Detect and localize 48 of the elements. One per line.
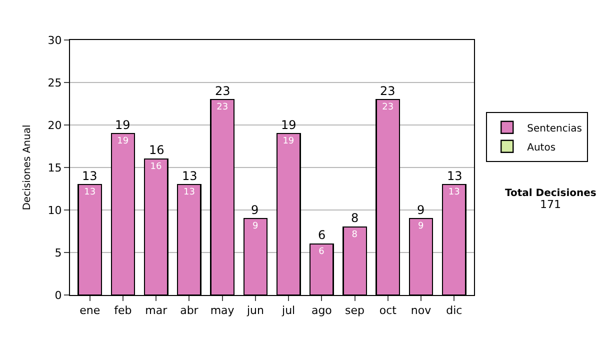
data-label: 8 bbox=[352, 230, 358, 240]
total-label: 13 bbox=[447, 169, 462, 183]
y-tick-label: 10 bbox=[48, 204, 62, 217]
y-tick-label: 0 bbox=[54, 288, 62, 302]
total-label: 23 bbox=[380, 84, 396, 98]
x-tick-label: dic bbox=[446, 304, 462, 318]
x-tick-label: abr bbox=[180, 304, 199, 318]
x-tick-label: mar bbox=[145, 304, 168, 318]
data-label: 13 bbox=[448, 188, 460, 198]
text: Total Decisiones bbox=[505, 188, 596, 199]
x-tick-label: feb bbox=[114, 304, 132, 318]
total-label: 23 bbox=[215, 84, 230, 98]
data-label: 9 bbox=[252, 222, 258, 232]
total-label: 6 bbox=[318, 228, 326, 242]
y-tick-label: 30 bbox=[48, 34, 62, 47]
x-tick-label: jun bbox=[246, 304, 264, 318]
data-label: 13 bbox=[183, 188, 195, 198]
text: 171 bbox=[540, 198, 561, 211]
data-label: 23 bbox=[216, 102, 228, 112]
total-label: 19 bbox=[115, 118, 130, 132]
data-label: 9 bbox=[418, 222, 424, 232]
y-tick-label: 20 bbox=[48, 118, 62, 132]
data-label: 19 bbox=[117, 136, 129, 146]
x-tick-label: jul bbox=[281, 304, 296, 318]
x-tick-label: oct bbox=[379, 304, 398, 318]
total-label: 16 bbox=[149, 143, 164, 157]
y-axis-title: Decisiones Anual bbox=[22, 124, 33, 210]
total-label: 8 bbox=[351, 211, 359, 225]
total-label: 9 bbox=[417, 203, 425, 217]
legend-label: Autos bbox=[527, 142, 556, 154]
legend-label: Sentencias bbox=[527, 123, 582, 134]
x-tick-label: sep bbox=[345, 304, 365, 318]
x-tick-label: ene bbox=[80, 304, 100, 318]
data-label: 23 bbox=[382, 102, 394, 112]
total-label: 9 bbox=[251, 203, 259, 217]
y-tick-label: 25 bbox=[48, 76, 62, 90]
total-label: 19 bbox=[281, 118, 296, 132]
x-tick-label: ago bbox=[311, 304, 332, 318]
total-label: 13 bbox=[182, 169, 198, 183]
y-tick-label: 5 bbox=[54, 246, 62, 260]
data-label: 16 bbox=[150, 162, 162, 172]
y-tick-label: 15 bbox=[48, 161, 62, 174]
data-label: 6 bbox=[318, 247, 325, 257]
x-tick-label: may bbox=[210, 304, 235, 318]
data-label: 19 bbox=[282, 136, 294, 146]
data-label: 13 bbox=[84, 188, 96, 198]
total-label: 13 bbox=[82, 169, 98, 183]
x-tick-label: nov bbox=[410, 304, 432, 318]
